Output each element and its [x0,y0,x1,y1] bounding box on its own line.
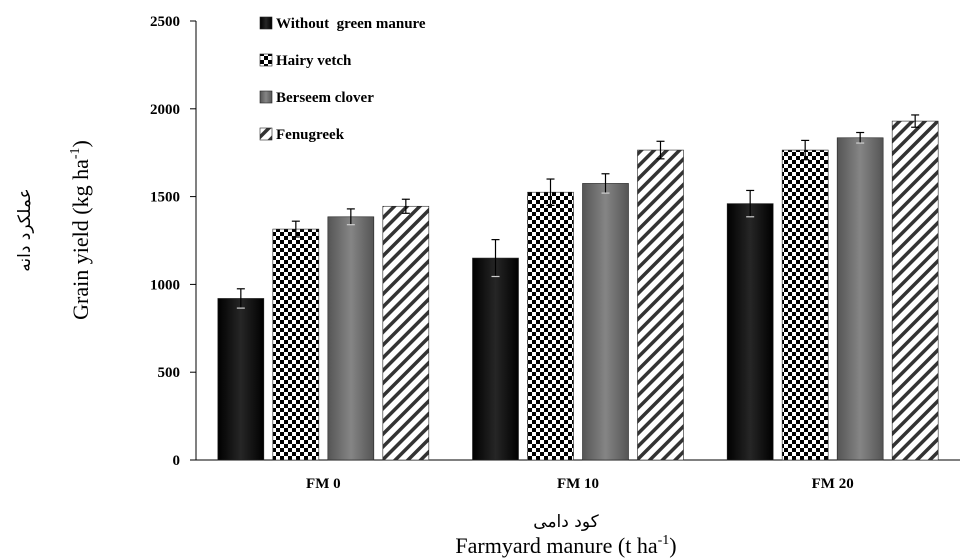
y-tick-label: 500 [158,365,181,381]
bar [726,203,774,461]
bar [891,120,939,461]
error-bar [601,173,610,194]
bar [527,191,574,461]
legend-label: Berseem clover [276,90,374,106]
error-bar [346,208,355,226]
bar [217,298,265,461]
legend-item: Berseem clover [259,90,374,106]
error-bar [746,189,755,218]
legend-item: Hairy vetch [259,53,352,69]
error-bar [401,198,410,214]
bar [382,205,430,461]
legend-label: Without green manure [276,16,426,32]
y-tick-label: 1000 [150,277,180,293]
y-axis-title-fa: عملکرد دانه [15,188,35,271]
legend-swatch [259,16,273,30]
y-tick-label: 2500 [150,14,180,30]
legend-label: Hairy vetch [276,53,352,69]
x-axis-title: Farmyard manure (t ha-1) [455,533,676,558]
legend-swatch [259,53,273,67]
bar [637,149,684,461]
error-bar [236,288,245,309]
legend-label: Fenugreek [276,127,345,143]
axes [190,20,960,461]
legend-swatch [259,127,273,141]
tick-labels: 0 500 1000 1500 2000 2500 FM 0 FM 10 FM 20 [150,14,854,492]
x-tick-label: FM 0 [306,476,341,492]
bars [217,114,939,461]
error-bar [801,139,810,161]
y-tick-label: 0 [173,453,181,469]
x-tick-label: FM 10 [557,476,599,492]
x-tick-label: FM 20 [812,476,854,492]
x-axis-title-fa: کود دامی [533,512,599,532]
y-tick-label: 1500 [150,190,180,206]
error-bar [546,178,555,206]
bar [582,183,629,461]
error-bar [656,140,665,160]
error-bar [911,114,920,128]
bar [836,137,884,461]
error-bar [491,239,500,278]
legend: Without green manure Hairy vetch Berseem c… [259,16,426,143]
error-bar [291,220,300,238]
legend-swatch [259,90,273,104]
error-bar [856,131,865,144]
legend-item: Fenugreek [259,127,345,143]
bar [327,216,375,461]
bar [781,149,829,461]
legend-item: Without green manure [259,16,426,32]
y-axis-title: Grain yield (kg ha-1) [68,140,93,320]
bar [272,228,320,461]
y-tick-label: 2000 [150,102,180,118]
bar [472,257,519,461]
